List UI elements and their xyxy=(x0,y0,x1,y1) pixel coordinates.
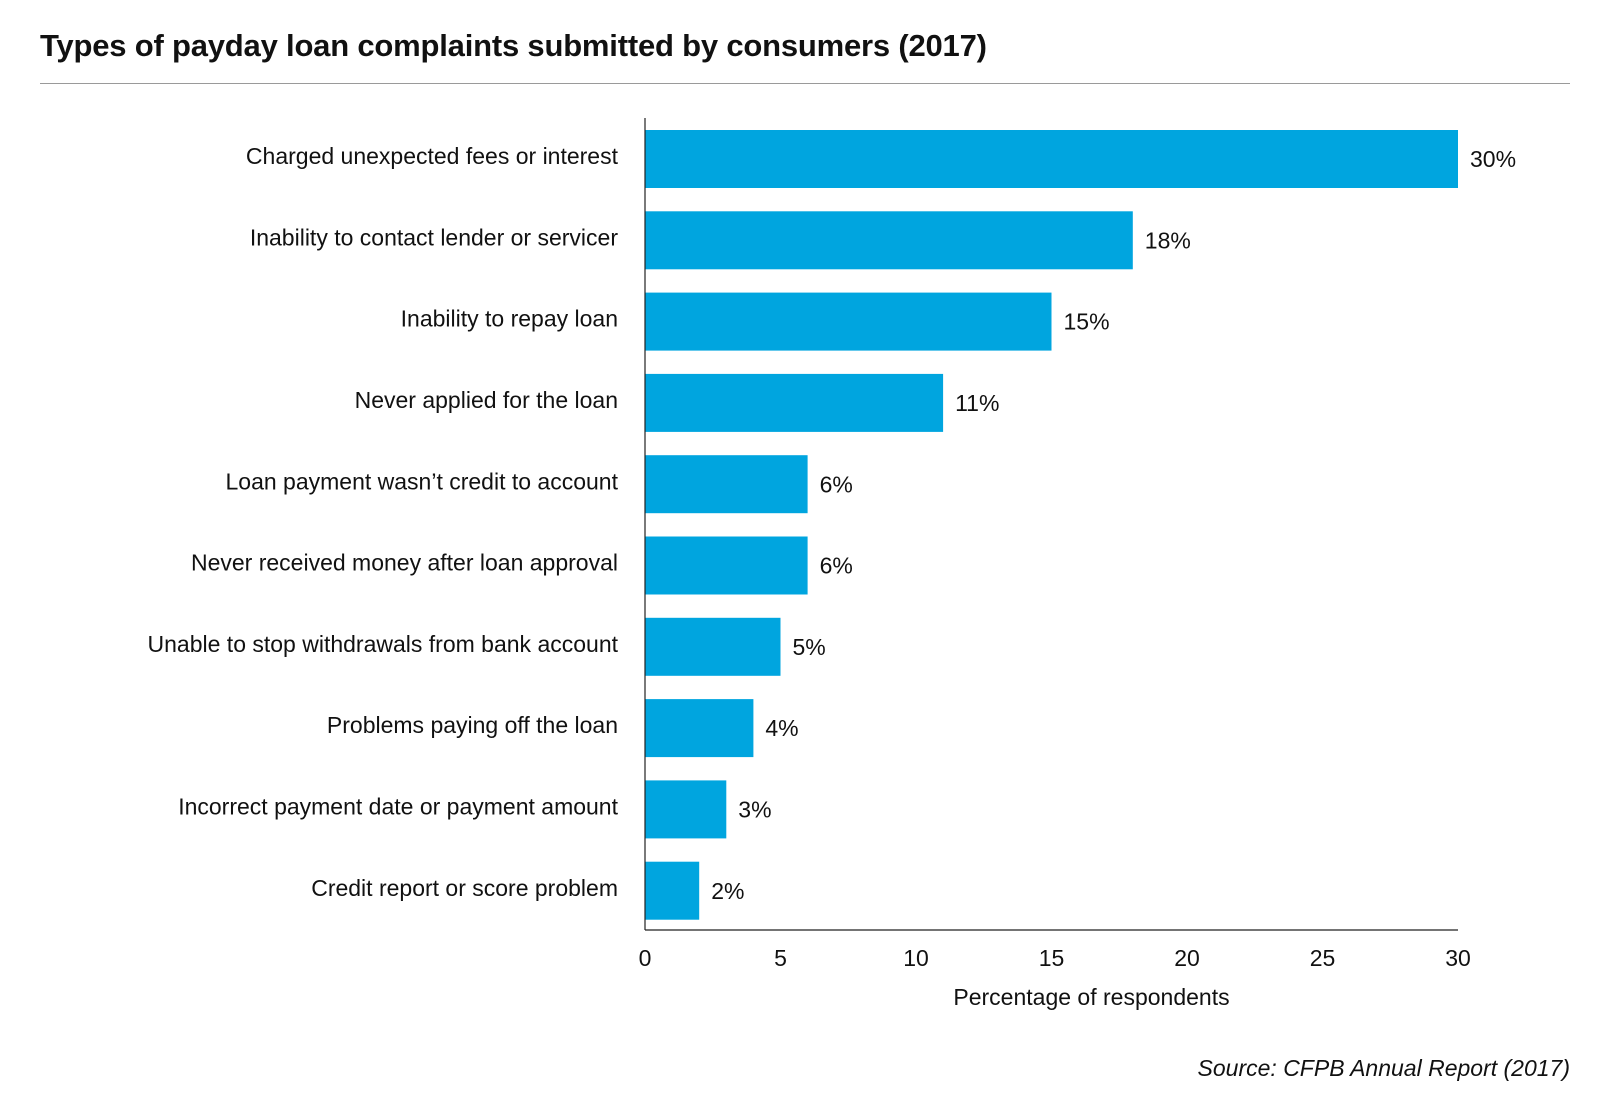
x-tick-label-4: 15 xyxy=(1039,945,1065,971)
bar-8 xyxy=(645,699,754,758)
data-label-9: 3% xyxy=(738,796,771,822)
source-note: Source: CFPB Annual Report (2017) xyxy=(1197,1055,1570,1081)
bar-3 xyxy=(645,292,1052,351)
bar-7 xyxy=(645,617,781,676)
title-divider xyxy=(40,83,1570,84)
bar-4 xyxy=(645,373,944,432)
data-label-2: 18% xyxy=(1145,227,1191,253)
data-label-8: 4% xyxy=(765,715,798,741)
category-label-1: Charged unexpected fees or interest xyxy=(246,143,619,169)
data-label-5: 6% xyxy=(820,471,853,497)
category-label-6: Never received money after loan approval xyxy=(191,550,618,576)
data-label-7: 5% xyxy=(793,634,826,660)
data-label-10: 2% xyxy=(711,878,744,904)
bar-1 xyxy=(645,130,1458,188)
bar-5 xyxy=(645,455,808,514)
data-label-1: 30% xyxy=(1470,146,1516,172)
x-tick-label-7: 30 xyxy=(1445,945,1471,971)
category-label-5: Loan payment wasn’t credit to account xyxy=(225,468,618,494)
x-tick-label-5: 20 xyxy=(1174,945,1200,971)
bar-9 xyxy=(645,780,727,839)
data-label-4: 11% xyxy=(955,390,999,416)
x-tick-label-1: 0 xyxy=(639,945,652,971)
category-label-3: Inability to repay loan xyxy=(401,306,618,332)
category-label-2: Inability to contact lender or servicer xyxy=(250,224,619,250)
category-label-4: Never applied for the loan xyxy=(355,387,618,413)
bar-6 xyxy=(645,536,808,595)
chart-title: Types of payday loan complaints submitte… xyxy=(40,28,987,63)
bar-2 xyxy=(645,211,1133,270)
data-label-6: 6% xyxy=(820,553,853,579)
category-label-10: Credit report or score problem xyxy=(311,875,618,901)
x-tick-label-2: 5 xyxy=(774,945,787,971)
data-label-3: 15% xyxy=(1064,309,1110,335)
category-label-9: Incorrect payment date or payment amount xyxy=(178,793,618,819)
category-label-8: Problems paying off the loan xyxy=(327,712,618,738)
x-tick-label-6: 25 xyxy=(1310,945,1336,971)
x-tick-label-3: 10 xyxy=(903,945,929,971)
x-axis-title: Percentage of respondents xyxy=(953,984,1229,1010)
bar-10 xyxy=(645,861,700,920)
category-label-7: Unable to stop withdrawals from bank acc… xyxy=(148,631,619,657)
